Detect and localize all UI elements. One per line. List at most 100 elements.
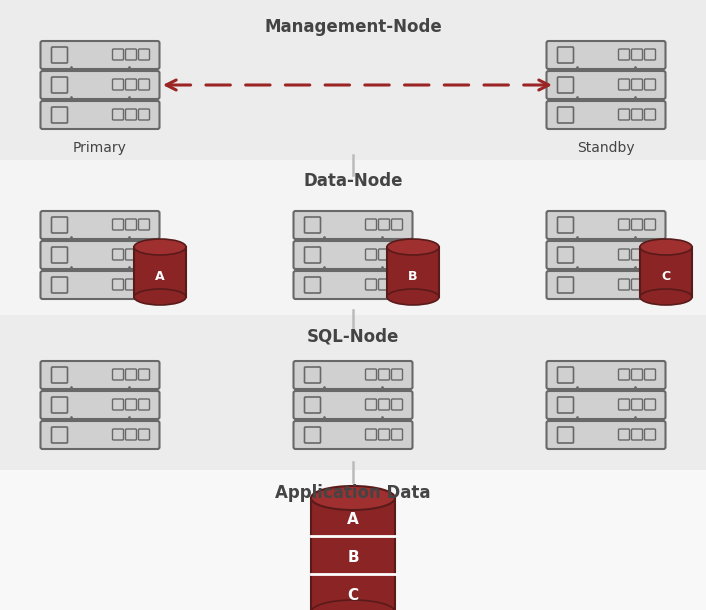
FancyBboxPatch shape — [112, 249, 124, 260]
FancyBboxPatch shape — [645, 369, 655, 380]
FancyBboxPatch shape — [126, 109, 136, 120]
FancyBboxPatch shape — [126, 49, 136, 60]
FancyBboxPatch shape — [558, 47, 573, 63]
FancyBboxPatch shape — [52, 77, 68, 93]
Ellipse shape — [311, 600, 395, 610]
FancyBboxPatch shape — [645, 279, 655, 290]
FancyBboxPatch shape — [52, 427, 68, 443]
FancyBboxPatch shape — [366, 429, 376, 440]
FancyBboxPatch shape — [0, 470, 706, 610]
FancyBboxPatch shape — [52, 247, 68, 263]
FancyBboxPatch shape — [645, 49, 655, 60]
FancyBboxPatch shape — [112, 109, 124, 120]
FancyBboxPatch shape — [126, 369, 136, 380]
FancyBboxPatch shape — [52, 47, 68, 63]
FancyBboxPatch shape — [631, 79, 642, 90]
FancyBboxPatch shape — [392, 249, 402, 260]
Ellipse shape — [311, 486, 395, 510]
FancyBboxPatch shape — [112, 429, 124, 440]
FancyBboxPatch shape — [366, 399, 376, 410]
FancyBboxPatch shape — [366, 219, 376, 230]
Ellipse shape — [387, 239, 439, 255]
FancyBboxPatch shape — [546, 71, 666, 99]
FancyBboxPatch shape — [546, 241, 666, 269]
FancyBboxPatch shape — [294, 361, 412, 389]
FancyBboxPatch shape — [138, 279, 150, 290]
FancyBboxPatch shape — [392, 279, 402, 290]
FancyBboxPatch shape — [40, 211, 160, 239]
FancyBboxPatch shape — [546, 271, 666, 299]
FancyBboxPatch shape — [40, 271, 160, 299]
FancyBboxPatch shape — [631, 429, 642, 440]
FancyBboxPatch shape — [618, 399, 630, 410]
FancyBboxPatch shape — [631, 369, 642, 380]
FancyBboxPatch shape — [112, 79, 124, 90]
FancyBboxPatch shape — [304, 397, 321, 413]
FancyBboxPatch shape — [40, 41, 160, 69]
FancyBboxPatch shape — [138, 49, 150, 60]
FancyBboxPatch shape — [304, 427, 321, 443]
FancyBboxPatch shape — [631, 109, 642, 120]
Text: C: C — [662, 270, 671, 282]
FancyBboxPatch shape — [378, 429, 390, 440]
Text: B: B — [347, 550, 359, 564]
FancyBboxPatch shape — [645, 249, 655, 260]
FancyBboxPatch shape — [40, 361, 160, 389]
FancyBboxPatch shape — [631, 219, 642, 230]
FancyBboxPatch shape — [126, 429, 136, 440]
FancyBboxPatch shape — [138, 249, 150, 260]
FancyBboxPatch shape — [618, 49, 630, 60]
FancyBboxPatch shape — [546, 421, 666, 449]
FancyBboxPatch shape — [40, 421, 160, 449]
Text: C: C — [347, 587, 359, 603]
FancyBboxPatch shape — [40, 391, 160, 419]
FancyBboxPatch shape — [546, 41, 666, 69]
FancyBboxPatch shape — [378, 399, 390, 410]
Text: B: B — [408, 270, 418, 282]
FancyBboxPatch shape — [387, 247, 439, 297]
FancyBboxPatch shape — [0, 0, 706, 160]
FancyBboxPatch shape — [378, 279, 390, 290]
Text: Primary: Primary — [73, 141, 127, 155]
FancyBboxPatch shape — [138, 79, 150, 90]
FancyBboxPatch shape — [378, 249, 390, 260]
FancyBboxPatch shape — [294, 391, 412, 419]
FancyBboxPatch shape — [112, 369, 124, 380]
FancyBboxPatch shape — [558, 367, 573, 383]
FancyBboxPatch shape — [138, 369, 150, 380]
FancyBboxPatch shape — [138, 219, 150, 230]
FancyBboxPatch shape — [618, 79, 630, 90]
Text: Management-Node: Management-Node — [264, 18, 442, 36]
FancyBboxPatch shape — [366, 279, 376, 290]
FancyBboxPatch shape — [138, 109, 150, 120]
FancyBboxPatch shape — [40, 101, 160, 129]
FancyBboxPatch shape — [112, 279, 124, 290]
FancyBboxPatch shape — [311, 498, 395, 610]
FancyBboxPatch shape — [618, 279, 630, 290]
FancyBboxPatch shape — [618, 109, 630, 120]
FancyBboxPatch shape — [304, 217, 321, 233]
FancyBboxPatch shape — [294, 241, 412, 269]
FancyBboxPatch shape — [392, 219, 402, 230]
FancyBboxPatch shape — [138, 399, 150, 410]
FancyBboxPatch shape — [392, 429, 402, 440]
Ellipse shape — [134, 289, 186, 305]
FancyBboxPatch shape — [546, 101, 666, 129]
FancyBboxPatch shape — [546, 361, 666, 389]
Text: Standby: Standby — [578, 141, 635, 155]
FancyBboxPatch shape — [304, 247, 321, 263]
FancyBboxPatch shape — [126, 79, 136, 90]
FancyBboxPatch shape — [645, 429, 655, 440]
FancyBboxPatch shape — [112, 399, 124, 410]
Ellipse shape — [387, 289, 439, 305]
FancyBboxPatch shape — [366, 369, 376, 380]
FancyBboxPatch shape — [0, 315, 706, 470]
Text: SQL-Node: SQL-Node — [307, 327, 399, 345]
FancyBboxPatch shape — [558, 247, 573, 263]
FancyBboxPatch shape — [631, 249, 642, 260]
FancyBboxPatch shape — [126, 219, 136, 230]
Text: Application Data: Application Data — [275, 484, 431, 502]
FancyBboxPatch shape — [112, 49, 124, 60]
FancyBboxPatch shape — [392, 369, 402, 380]
FancyBboxPatch shape — [52, 367, 68, 383]
